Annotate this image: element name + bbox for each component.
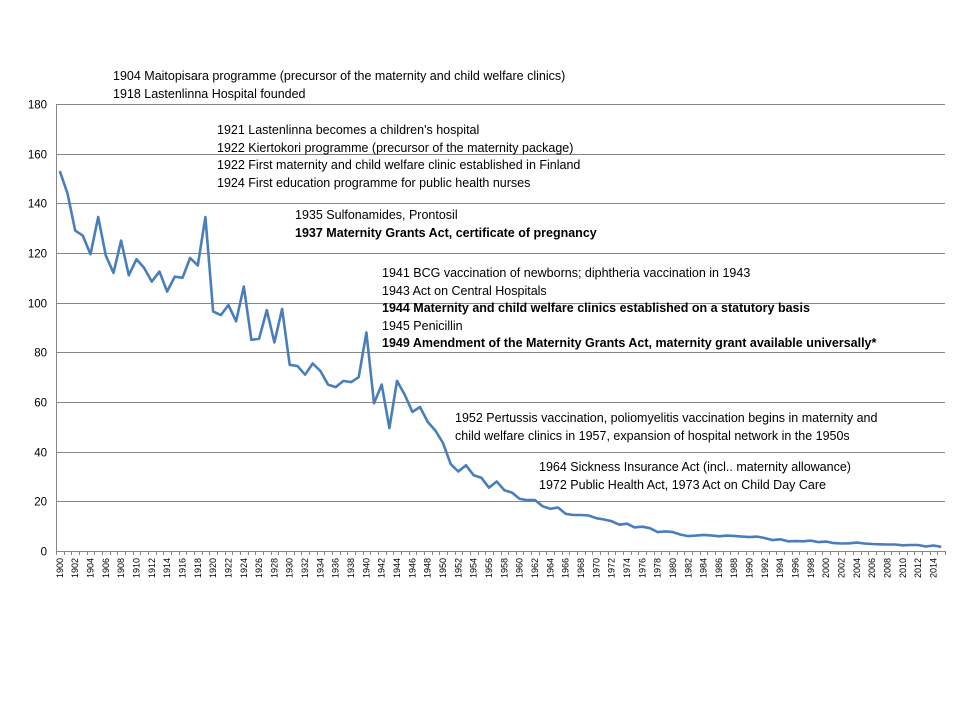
annotation-1941-1949: 1941 BCG vaccination of newborns; diphth… xyxy=(382,265,876,353)
x-tick-label: 1920 xyxy=(208,558,218,578)
x-tick-label: 1956 xyxy=(484,558,494,578)
x-tick-label: 2008 xyxy=(883,558,893,578)
annotation-line: 1972 Public Health Act, 1973 Act on Chil… xyxy=(539,477,826,492)
y-tick-label: 0 xyxy=(41,547,47,559)
x-tick-label: 1988 xyxy=(729,558,739,578)
gridlines xyxy=(56,104,945,502)
annotation-1952: 1952 Pertussis vaccination, poliomyeliti… xyxy=(455,410,877,445)
annotation-1935-1937: 1935 Sulfonamides, Prontosil 1937 Matern… xyxy=(295,207,597,242)
x-tick-label: 1906 xyxy=(101,558,111,578)
x-tick-label: 2000 xyxy=(821,558,831,578)
x-tick-label: 2004 xyxy=(852,558,862,578)
y-tick-label: 160 xyxy=(28,150,47,162)
annotation-line: 1921 Lastenlinna becomes a children's ho… xyxy=(217,123,480,137)
x-tick-label: 1918 xyxy=(193,558,203,578)
x-tick-label: 1972 xyxy=(607,558,617,578)
x-tick-label: 2006 xyxy=(867,558,877,578)
y-tick-label: 80 xyxy=(34,348,47,360)
series xyxy=(58,170,942,549)
annotation-line: 1918 Lastenlinna Hospital founded xyxy=(113,86,306,101)
annotation-line: 1949 Amendment of the Maternity Grants A… xyxy=(382,336,877,351)
x-tick-label: 1946 xyxy=(407,558,417,578)
x-tick-label: 1976 xyxy=(637,558,647,578)
x-tick-label: 1958 xyxy=(499,558,509,578)
annotation-1964-1972: 1964 Sickness Insurance Act (incl.. mate… xyxy=(539,459,851,494)
x-tick-label: 2010 xyxy=(898,558,908,578)
x-tick-label: 1938 xyxy=(346,558,356,578)
x-tick-label: 1978 xyxy=(653,558,663,578)
y-tick-label: 40 xyxy=(34,448,47,460)
x-tick-label: 1922 xyxy=(223,558,233,578)
x-tick-label: 1986 xyxy=(714,558,724,578)
x-tick-label: 1990 xyxy=(745,558,755,578)
x-tick-label: 1932 xyxy=(300,558,310,578)
annotation-line: 1944 Maternity and child welfare clinics… xyxy=(382,301,810,316)
x-tick-label: 1966 xyxy=(561,558,571,578)
x-tick-label: 1936 xyxy=(331,558,341,578)
annotation-line: 1922 Kiertokori programme (precursor of … xyxy=(217,140,574,155)
annotation-line: 1943 Act on Central Hospitals xyxy=(382,283,547,298)
x-tick-label: 2002 xyxy=(837,558,847,578)
x-tick-label: 1902 xyxy=(70,558,80,578)
x-tick-label: 1974 xyxy=(622,558,632,578)
annotation-1921-1924: 1921 Lastenlinna becomes a children's ho… xyxy=(217,122,580,192)
x-tick-label: 1970 xyxy=(591,558,601,578)
y-tick-label: 20 xyxy=(34,497,47,509)
x-tick-label: 1930 xyxy=(285,558,295,578)
annotation-line: 1941 BCG vaccination of newborns; diphth… xyxy=(382,266,751,280)
x-tick-label: 1984 xyxy=(699,558,709,578)
x-tick-label: 2014 xyxy=(929,558,939,578)
x-tick-label: 1904 xyxy=(85,558,95,578)
annotation-line: 1904 Maitopisara programme (precursor of… xyxy=(113,69,566,83)
x-tick-label: 2012 xyxy=(913,558,923,578)
y-tick-label: 180 xyxy=(28,100,47,112)
y-tick-label: 100 xyxy=(28,299,47,311)
y-tick-label: 140 xyxy=(28,199,47,211)
annotation-line: 1952 Pertussis vaccination, poliomyeliti… xyxy=(455,411,878,425)
annotation-line: 1964 Sickness Insurance Act (incl.. mate… xyxy=(539,460,851,474)
x-tick-label: 1992 xyxy=(760,558,770,578)
x-tick-label: 1940 xyxy=(361,558,371,578)
x-tick-label: 1952 xyxy=(453,558,463,578)
x-tick-label: 1994 xyxy=(775,558,785,578)
y-tick-label: 120 xyxy=(28,249,47,261)
x-tick-label: 1960 xyxy=(515,558,525,578)
x-tick-label: 1910 xyxy=(131,558,141,578)
x-tick-label: 1954 xyxy=(469,558,479,578)
x-tick-label: 1900 xyxy=(55,558,65,578)
annotation-line: 1935 Sulfonamides, Prontosil xyxy=(295,208,458,222)
x-tick-label: 1942 xyxy=(377,558,387,578)
annotation-1904-1918: 1904 Maitopisara programme (precursor of… xyxy=(113,68,565,103)
y-axis-labels: 0 20 40 60 80 100 120 140 160 180 xyxy=(28,100,47,559)
x-tick-label: 1926 xyxy=(254,558,264,578)
x-tick-label: 1908 xyxy=(116,558,126,578)
x-tick-label: 1998 xyxy=(806,558,816,578)
x-tick-label: 1980 xyxy=(668,558,678,578)
x-tick-label: 1968 xyxy=(576,558,586,578)
series-line xyxy=(58,170,942,549)
x-tick-label: 1934 xyxy=(315,558,325,578)
x-tick-label: 1982 xyxy=(683,558,693,578)
annotation-line: 1922 First maternity and child welfare c… xyxy=(217,158,581,173)
x-tick-label: 1964 xyxy=(545,558,555,578)
x-tick-label: 1996 xyxy=(791,558,801,578)
x-tick-label: 1924 xyxy=(239,558,249,578)
x-tick-label: 1914 xyxy=(162,558,172,578)
x-tick-label: 1962 xyxy=(530,558,540,578)
annotation-line: 1924 First education programme for publi… xyxy=(217,175,531,190)
x-tick-label: 1916 xyxy=(177,558,187,578)
annotation-line: 1937 Maternity Grants Act, certificate o… xyxy=(295,225,597,240)
x-axis: 1900 1902 1904 1906 1908 1910 1912 1914 1916 1918… xyxy=(55,104,946,578)
x-tick-label: 1944 xyxy=(392,558,402,578)
annotation-line: 1945 Penicillin xyxy=(382,318,463,333)
annotation-line: child welfare clinics in 1957, expansion… xyxy=(455,428,850,443)
y-tick-label: 60 xyxy=(34,398,47,410)
x-tick-label: 1950 xyxy=(438,558,448,578)
x-tick-label: 1912 xyxy=(147,558,157,578)
x-tick-label: 1928 xyxy=(269,558,279,578)
x-tick-label: 1948 xyxy=(423,558,433,578)
